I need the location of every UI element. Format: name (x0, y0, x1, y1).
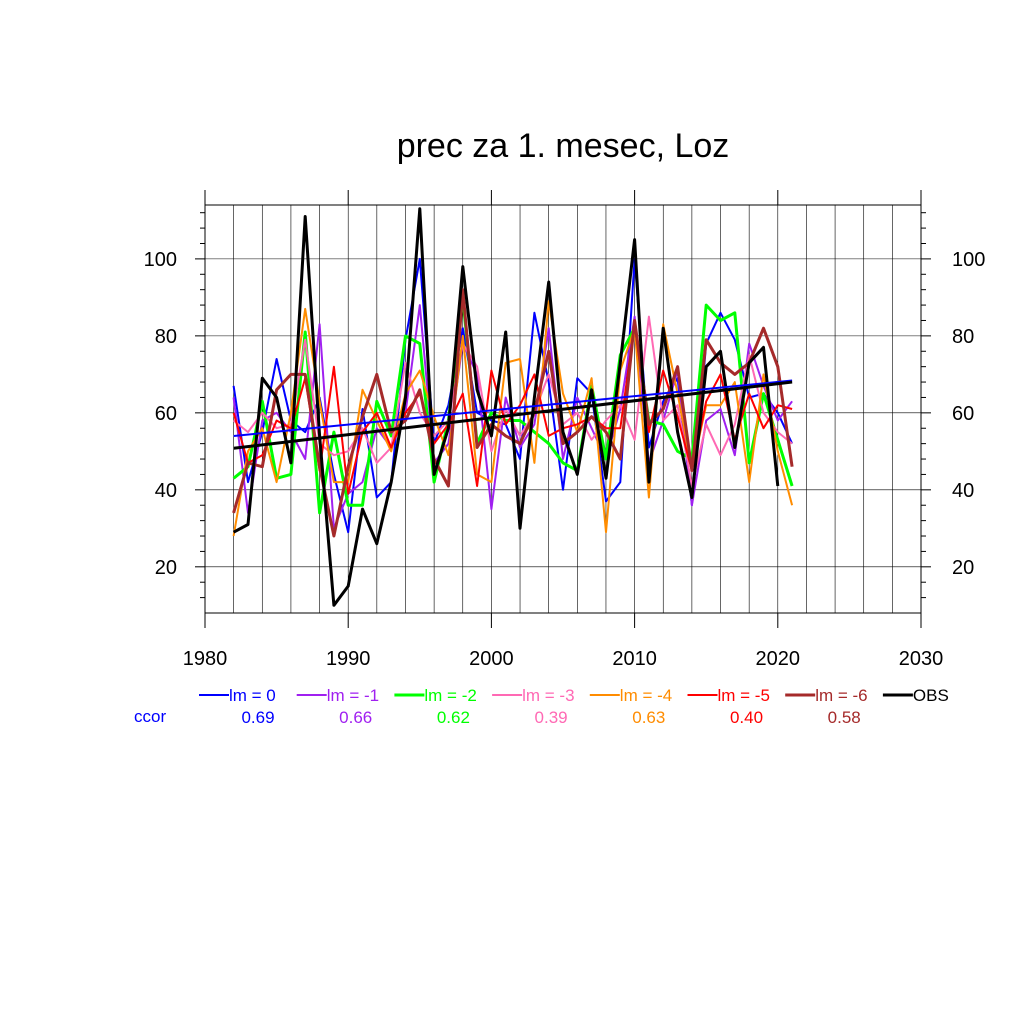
y-tick-label-left: 100 (144, 249, 177, 271)
x-tick-label: 2030 (899, 648, 944, 670)
y-tick-label-left: 80 (155, 326, 177, 348)
legend-label-1: lm = -1 (327, 686, 379, 705)
ccor-value-5: 0.40 (730, 708, 763, 727)
trend-line-7 (233, 380, 793, 450)
y-tick-label-left: 40 (155, 480, 177, 502)
ccor-value-1: 0.66 (339, 708, 372, 727)
trend-line-0 (233, 379, 793, 437)
ccor-value-0: 0.69 (241, 708, 274, 727)
y-tick-label-right: 40 (952, 480, 974, 502)
trend-lines (233, 379, 793, 450)
x-tick-label: 2010 (612, 648, 657, 670)
ccor-label: ccor (134, 707, 166, 726)
series-lines (232, 207, 794, 607)
ccor-value-6: 0.58 (828, 708, 861, 727)
series-line-7 (232, 207, 780, 607)
y-tick-label-right: 80 (952, 326, 974, 348)
legend: lm = 0 0.69 lm = -1 0.66 lm = -2 0.62 lm = -3 0… (199, 686, 949, 727)
legend-label-4: lm = -4 (620, 686, 672, 705)
y-tick-label-left: 20 (155, 557, 177, 579)
legend-label-0: lm = 0 (229, 686, 276, 705)
x-tick-label: 1980 (183, 648, 228, 670)
ccor-value-4: 0.63 (632, 708, 665, 727)
y-tick-label-right: 100 (952, 249, 985, 271)
legend-label-6: lm = -6 (815, 686, 867, 705)
x-tick-label: 1990 (326, 648, 371, 670)
legend-label-2: lm = -2 (424, 686, 476, 705)
legend-label-3: lm = -3 (522, 686, 574, 705)
ccor-value-2: 0.62 (437, 708, 470, 727)
y-tick-label-right: 20 (952, 557, 974, 579)
x-tick-label: 2000 (469, 648, 514, 670)
ccor-value-3: 0.39 (535, 708, 568, 727)
x-tick-label: 2020 (756, 648, 801, 670)
legend-label-7: OBS (913, 686, 949, 705)
legend-label-5: lm = -5 (718, 686, 770, 705)
y-tick-label-right: 60 (952, 403, 974, 425)
chart-title: prec za 1. mesec, Loz (397, 127, 730, 165)
y-tick-label-left: 60 (155, 403, 177, 425)
